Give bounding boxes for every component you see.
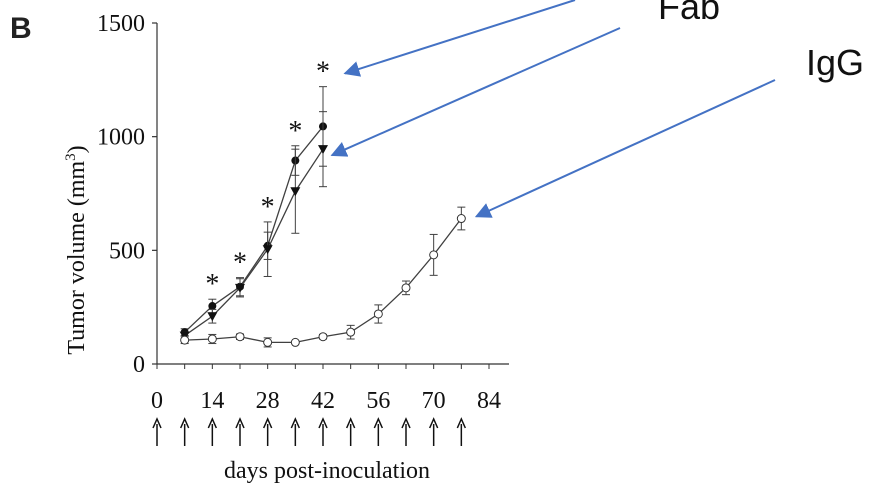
annotation-igg: IgG <box>806 42 865 83</box>
significance-star: * <box>316 57 330 88</box>
treatment-arrow <box>207 417 218 446</box>
x-tick-label: 42 <box>311 388 335 414</box>
treatment-arrow <box>262 417 273 446</box>
data-point <box>373 309 383 319</box>
y-tick-label: 0 <box>133 352 145 378</box>
arrow-to-fab-upper <box>343 0 576 77</box>
series <box>180 86 327 337</box>
treatment-arrows <box>152 417 467 446</box>
significance-star: * <box>205 269 219 300</box>
treatment-arrow <box>318 417 328 446</box>
series <box>179 111 328 341</box>
y-tick-label: 1000 <box>97 125 145 151</box>
series-line <box>184 126 324 333</box>
data-point <box>290 337 300 347</box>
data-point <box>180 335 190 345</box>
treatment-arrow <box>290 417 301 446</box>
x-tick-label: 14 <box>200 388 224 414</box>
treatment-arrow <box>235 417 245 446</box>
data-point <box>318 145 328 155</box>
data-point <box>318 332 328 342</box>
data-point <box>346 327 356 337</box>
series <box>180 206 466 348</box>
data-point <box>235 283 245 293</box>
y-tick-label: 1500 <box>97 11 145 37</box>
x-tick-label: 84 <box>477 388 501 414</box>
data-point <box>207 334 217 344</box>
data-point <box>208 302 217 311</box>
series-line <box>184 148 324 337</box>
y-tick-label: 500 <box>109 238 145 264</box>
significance-layer: * * * * * <box>205 57 330 301</box>
x-tick-label: 28 <box>256 388 280 414</box>
series-line <box>184 218 462 344</box>
treatment-arrow <box>401 417 411 446</box>
annotation-arrows <box>330 0 776 218</box>
data-point <box>262 245 273 255</box>
treatment-arrow <box>456 417 467 446</box>
panel-label: B <box>10 12 32 45</box>
treatment-arrow <box>152 417 162 446</box>
significance-star: * <box>261 192 275 223</box>
treatment-arrow <box>428 417 439 446</box>
significance-star: * <box>233 248 247 279</box>
significance-star: * <box>288 116 302 147</box>
axes: 0 500 1000 1500 0 14 28 42 56 70 84 <box>97 11 509 414</box>
data-point <box>429 250 439 260</box>
x-tick-label: 56 <box>366 388 390 414</box>
arrow-to-fab-lower <box>330 27 621 157</box>
data-point <box>401 283 411 293</box>
x-axis-label: days post-inoculation <box>224 458 430 484</box>
treatment-arrow <box>373 417 384 446</box>
data-point <box>290 187 301 197</box>
y-axis-label: Tumor volume (mm3) <box>63 145 90 354</box>
annotation-fab: Fab <box>658 0 721 27</box>
arrow-to-igg <box>474 79 776 218</box>
data-point <box>263 337 273 347</box>
data-point <box>456 214 466 224</box>
treatment-arrow <box>345 417 356 446</box>
data-point <box>235 332 245 342</box>
data-point <box>207 312 218 322</box>
series-layer <box>179 86 466 348</box>
x-tick-label: 0 <box>151 388 163 414</box>
treatment-arrow <box>179 417 190 446</box>
x-tick-label: 70 <box>422 388 446 414</box>
